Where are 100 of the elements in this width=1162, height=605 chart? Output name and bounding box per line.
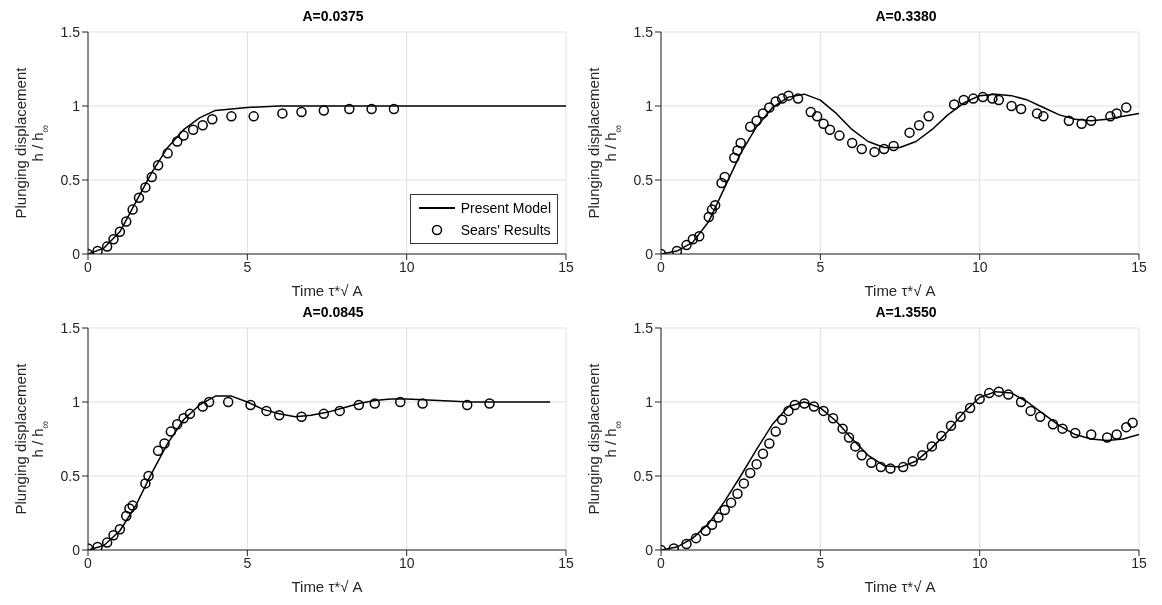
x-tick-label: 15 — [1131, 554, 1147, 571]
point — [792, 93, 804, 104]
point — [751, 458, 762, 470]
point — [693, 230, 705, 242]
point — [923, 111, 934, 122]
point — [783, 405, 794, 417]
point — [184, 408, 196, 420]
y-tick-label: 1 — [72, 393, 81, 410]
line-series — [88, 395, 551, 550]
point — [681, 239, 692, 251]
point — [1127, 417, 1138, 428]
point — [837, 423, 848, 434]
point — [140, 182, 151, 193]
point — [805, 106, 817, 118]
point — [114, 226, 126, 238]
point — [770, 96, 781, 107]
x-tick-label: 15 — [558, 554, 574, 571]
x-tick-label: 10 — [971, 554, 988, 571]
point — [1111, 108, 1122, 119]
point — [1105, 111, 1116, 122]
point — [706, 204, 718, 215]
y-tick-label: 1.5 — [60, 23, 81, 40]
point — [968, 93, 979, 104]
point — [353, 399, 365, 411]
point — [165, 426, 177, 437]
y-tick-label: 0 — [645, 245, 654, 262]
y-tick-label: 1 — [645, 393, 654, 410]
x-tick-label: 15 — [1131, 258, 1147, 275]
x-tick-label: 5 — [816, 258, 825, 275]
point — [334, 405, 345, 417]
point — [1047, 418, 1059, 430]
point — [171, 136, 183, 147]
x-axis-title: Time τ*√ A — [864, 282, 936, 299]
x-tick-label: 0 — [84, 554, 93, 571]
point — [1015, 396, 1027, 408]
point — [744, 467, 756, 479]
point — [907, 455, 918, 467]
point — [207, 114, 218, 125]
point — [226, 111, 237, 122]
point — [1085, 429, 1097, 440]
point — [1101, 432, 1113, 443]
point — [687, 233, 699, 245]
y-tick-label: 0 — [72, 245, 81, 262]
point — [776, 414, 788, 426]
point — [318, 408, 330, 420]
point — [917, 450, 928, 461]
point — [101, 537, 113, 548]
point — [713, 512, 724, 523]
point — [127, 204, 138, 215]
x-tick-label: 15 — [558, 258, 574, 275]
point — [764, 438, 775, 449]
point — [783, 90, 794, 101]
chart-title: A=1.3550 — [875, 304, 937, 320]
point — [735, 137, 746, 149]
point — [945, 420, 957, 431]
point — [152, 445, 164, 457]
x-tick-label: 0 — [657, 554, 666, 571]
point — [818, 405, 829, 417]
point — [1057, 423, 1068, 434]
point — [101, 241, 113, 252]
point — [744, 121, 756, 132]
x-tick-label: 10 — [398, 554, 415, 571]
x-axis-title: Time τ*√ A — [291, 578, 363, 595]
point — [843, 432, 855, 443]
point — [811, 111, 823, 122]
point — [776, 93, 788, 104]
point — [936, 430, 947, 442]
point — [1031, 108, 1043, 119]
point — [203, 396, 215, 408]
chart-title: A=0.3380 — [875, 8, 937, 24]
point — [888, 140, 899, 152]
point — [273, 410, 285, 421]
point — [187, 124, 199, 135]
point — [958, 94, 969, 106]
point — [395, 396, 406, 408]
point — [757, 108, 769, 119]
point — [1038, 111, 1049, 122]
point — [245, 399, 256, 411]
y-tick-label: 1 — [72, 97, 81, 114]
point — [719, 504, 730, 516]
point — [108, 233, 119, 245]
point — [948, 99, 960, 110]
point — [725, 497, 737, 508]
point — [834, 130, 845, 141]
point — [171, 418, 183, 430]
point — [143, 470, 154, 482]
x-axis-title: Time τ*√ A — [291, 282, 363, 299]
point — [732, 145, 743, 156]
chart-title: A=0.0845 — [302, 304, 364, 320]
point — [108, 529, 119, 541]
legend-label: Sears' Results — [460, 222, 551, 238]
point — [770, 426, 781, 437]
y-tick-label: 0 — [645, 541, 654, 558]
point — [1121, 102, 1132, 113]
point — [222, 396, 234, 408]
point — [764, 102, 775, 113]
point — [709, 199, 721, 211]
point — [732, 488, 743, 500]
point — [152, 159, 164, 171]
point — [1085, 115, 1097, 127]
